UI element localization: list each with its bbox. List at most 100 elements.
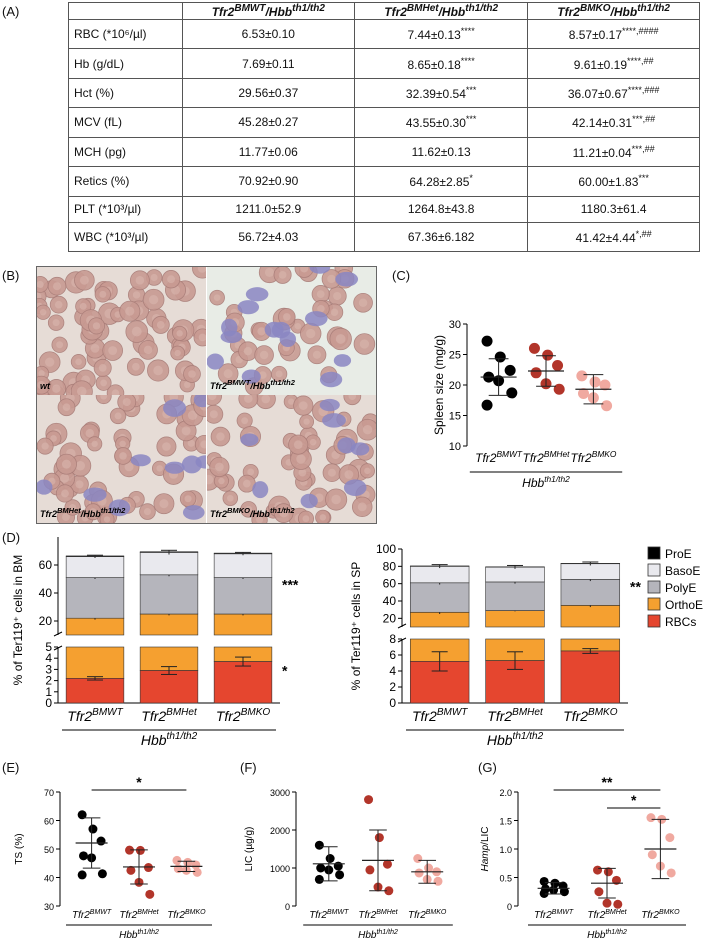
data-point bbox=[316, 863, 326, 873]
data-point bbox=[172, 855, 182, 865]
y-tick-label: 20 bbox=[383, 611, 397, 625]
y-tick-label: 30 bbox=[44, 902, 54, 912]
y-axis-label: Hamp/LIC bbox=[480, 826, 491, 871]
erythrocyte-center bbox=[52, 319, 60, 327]
data-point bbox=[613, 899, 623, 909]
bar-polye bbox=[139, 574, 199, 615]
erythrocyte-center bbox=[357, 502, 367, 512]
table-row: Hct (%) 29.56±0.37 32.39±0.54*** 36.07±0.67… bbox=[68, 77, 700, 109]
axis-break bbox=[53, 645, 63, 651]
data-point bbox=[333, 861, 343, 871]
erythrocyte-center bbox=[183, 381, 191, 389]
y-tick-label: 0 bbox=[285, 902, 290, 912]
axis-break bbox=[397, 637, 407, 643]
erythrocyte-center bbox=[245, 505, 253, 513]
data-point bbox=[384, 886, 394, 896]
data-point bbox=[504, 364, 516, 376]
data-point bbox=[553, 383, 565, 395]
category-tick-label: Tfr2BMHet bbox=[358, 909, 398, 921]
category-sup: BMWT bbox=[437, 707, 468, 718]
genotype-base: Hbb bbox=[587, 930, 606, 941]
y-tick-label: 20 bbox=[449, 380, 461, 392]
y-axis-label-italic: Hamp bbox=[480, 844, 491, 871]
data-point bbox=[481, 335, 493, 347]
erythrocyte-center bbox=[257, 327, 266, 336]
erythrocyte-center bbox=[76, 386, 87, 397]
genotype-label: Hbbth1/th2 bbox=[119, 929, 159, 941]
data-point bbox=[314, 874, 324, 884]
bar-basoe bbox=[213, 553, 273, 578]
erythrocyte-center bbox=[259, 350, 269, 360]
legend-label: ProE bbox=[665, 547, 692, 561]
erythrocyte-center bbox=[184, 495, 192, 503]
data-point bbox=[589, 376, 601, 388]
table-cell-wt: 11.77±0.06 bbox=[181, 136, 356, 168]
erythrocyte-center bbox=[125, 306, 135, 316]
erythrocyte-center bbox=[250, 382, 259, 391]
erythrocyte-center bbox=[153, 365, 163, 376]
erythrocyte-center bbox=[89, 508, 97, 516]
reticulocyte bbox=[343, 479, 367, 497]
erythrocyte-center bbox=[52, 384, 61, 393]
erythrocyte-center bbox=[296, 454, 306, 464]
table-cell-ko: 9.61±0.19****,## bbox=[527, 48, 700, 79]
data-point bbox=[77, 870, 87, 880]
erythrocyte-center bbox=[333, 291, 342, 301]
table-row-label: WBC (*10³/µl) bbox=[68, 221, 183, 252]
erythrocyte-center bbox=[359, 339, 370, 349]
reticulocyte bbox=[108, 499, 131, 517]
category-sup: BMKO bbox=[426, 909, 447, 916]
table-row: Retics (%) 70.92±0.90 64.28±2.85* 60.00±1.8… bbox=[68, 166, 700, 197]
y-tick-label: 100 bbox=[376, 542, 396, 556]
erythrocyte-center bbox=[59, 473, 70, 483]
bar-rbcs bbox=[560, 650, 621, 704]
bar-polye bbox=[213, 577, 273, 615]
category-tick-label: Tfr2BMKO bbox=[216, 707, 271, 724]
erythrocyte-center bbox=[50, 435, 57, 442]
smear-wt-label: wt bbox=[40, 381, 50, 391]
genotype-label: Hbbth1/th2 bbox=[358, 929, 398, 941]
data-point bbox=[79, 851, 88, 861]
erythrocyte-center bbox=[362, 425, 373, 435]
erythrocyte-center bbox=[218, 477, 225, 485]
y-tick-label: 1.0 bbox=[499, 845, 512, 855]
erythrocyte-center bbox=[294, 322, 301, 330]
data-point bbox=[611, 875, 621, 885]
bar-proe bbox=[139, 551, 199, 553]
reticulocyte bbox=[335, 271, 359, 287]
genotype-base: Hbb bbox=[358, 930, 377, 941]
erythrocyte-center bbox=[62, 513, 70, 521]
bar-orthoe-lower bbox=[65, 646, 125, 679]
table-row-label: RBC (*10⁶/µl) bbox=[68, 18, 183, 50]
data-point bbox=[424, 863, 434, 873]
category-tick-label: Tfr2BMKO bbox=[641, 909, 680, 921]
category-base: Tfr2 bbox=[119, 910, 137, 921]
panel-label-e: (E) bbox=[2, 760, 20, 775]
table-row-label: MCH (pg) bbox=[68, 136, 183, 168]
category-sup: BMKO bbox=[592, 449, 617, 459]
erythrocyte-center bbox=[309, 438, 317, 446]
data-point bbox=[550, 878, 560, 888]
erythrocyte-center bbox=[143, 508, 152, 516]
panel-label-a: (A) bbox=[2, 4, 20, 19]
bar-rbcs bbox=[65, 678, 125, 704]
erythrocyte-center bbox=[358, 298, 368, 308]
table-cell-het: 11.62±0.13 bbox=[354, 136, 529, 168]
erythrocyte-center bbox=[79, 275, 89, 285]
erythrocyte-center bbox=[243, 479, 251, 488]
erythrocyte-center bbox=[187, 410, 198, 420]
y-axis-label: LIC (µg/g) bbox=[244, 827, 255, 872]
bar-polye bbox=[560, 579, 621, 606]
smear-bmko: Tfr2BMKO/Hbbth1/th2 bbox=[197, 385, 376, 523]
erythrocyte-center bbox=[226, 494, 234, 502]
category-sup: BMWT bbox=[496, 449, 522, 459]
bar-orthoe bbox=[213, 613, 273, 636]
erythrocyte-center bbox=[148, 294, 159, 305]
reticulocyte bbox=[182, 505, 205, 520]
legend-swatch bbox=[647, 580, 661, 594]
data-point bbox=[414, 868, 424, 878]
bar-proe bbox=[65, 555, 125, 557]
category-sup: BMWT bbox=[92, 707, 123, 718]
erythrocyte-center bbox=[91, 440, 98, 448]
